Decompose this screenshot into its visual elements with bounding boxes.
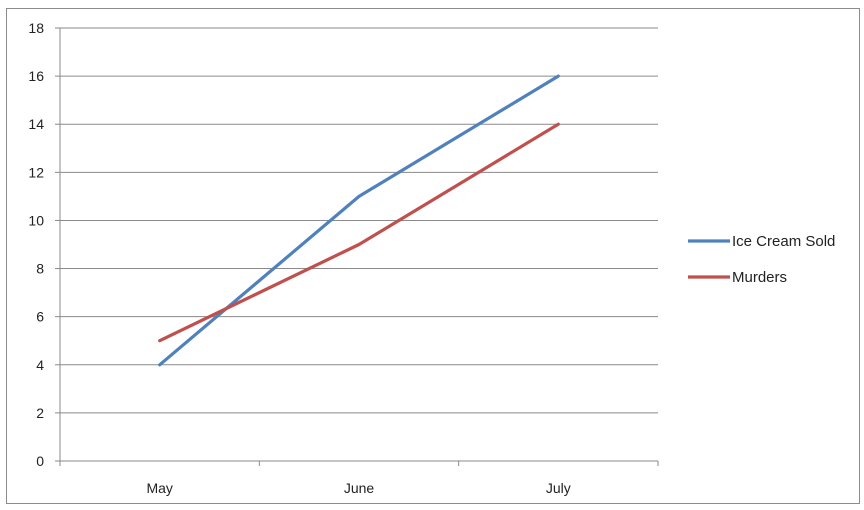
chart-frame [6, 8, 860, 504]
y-tick-label: 2 [36, 405, 44, 421]
y-tick-label: 16 [28, 68, 44, 84]
y-tick-label: 0 [36, 453, 44, 469]
y-tick-label: 6 [36, 309, 44, 325]
legend: Ice Cream Sold Murders [688, 233, 835, 286]
x-axis-tick-labels: May June July [146, 480, 570, 496]
y-tick-label: 4 [36, 357, 44, 373]
y-tick-label: 12 [28, 164, 44, 180]
y-tick-label: 14 [28, 116, 44, 132]
gridlines [60, 27, 658, 414]
legend-label: Murders [732, 269, 787, 286]
axes [55, 27, 659, 466]
x-tick-label: June [344, 480, 375, 496]
x-tick-label: May [146, 480, 172, 496]
x-tick-label: July [546, 480, 571, 496]
y-tick-label: 8 [36, 261, 44, 277]
series-line-1 [158, 122, 560, 343]
legend-label: Ice Cream Sold [732, 233, 835, 250]
y-tick-label: 18 [28, 20, 44, 36]
series-lines [158, 74, 560, 367]
y-tick-label: 10 [28, 212, 44, 228]
y-axis-tick-labels: 0 2 4 6 8 10 12 14 16 18 [28, 20, 44, 469]
